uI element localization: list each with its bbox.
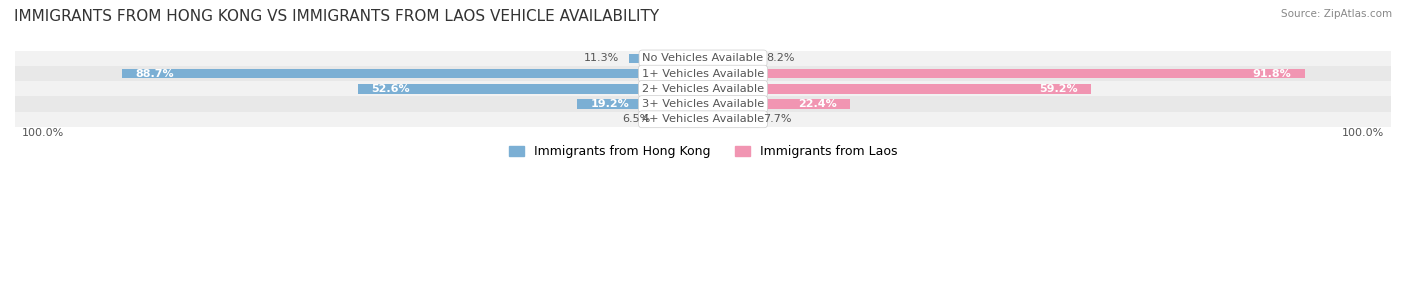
Text: 8.2%: 8.2% <box>766 53 794 63</box>
Text: Source: ZipAtlas.com: Source: ZipAtlas.com <box>1281 9 1392 19</box>
Text: 59.2%: 59.2% <box>1039 84 1078 94</box>
Bar <box>15 66 1391 81</box>
Text: IMMIGRANTS FROM HONG KONG VS IMMIGRANTS FROM LAOS VEHICLE AVAILABILITY: IMMIGRANTS FROM HONG KONG VS IMMIGRANTS … <box>14 9 659 23</box>
Text: 19.2%: 19.2% <box>591 99 628 109</box>
Bar <box>359 84 703 94</box>
Text: 91.8%: 91.8% <box>1253 69 1291 79</box>
Text: 4+ Vehicles Available: 4+ Vehicles Available <box>643 114 763 124</box>
Text: 22.4%: 22.4% <box>799 99 837 109</box>
Bar <box>661 115 703 124</box>
Bar <box>703 54 756 63</box>
Bar <box>703 84 1091 94</box>
Text: 11.3%: 11.3% <box>583 53 619 63</box>
Text: 1+ Vehicles Available: 1+ Vehicles Available <box>643 69 763 79</box>
Text: 2+ Vehicles Available: 2+ Vehicles Available <box>643 84 763 94</box>
Bar <box>15 51 1391 66</box>
Text: 100.0%: 100.0% <box>21 128 63 138</box>
Text: 100.0%: 100.0% <box>1343 128 1385 138</box>
Text: 7.7%: 7.7% <box>763 114 792 124</box>
Text: 52.6%: 52.6% <box>371 84 411 94</box>
Bar <box>578 99 703 109</box>
Legend: Immigrants from Hong Kong, Immigrants from Laos: Immigrants from Hong Kong, Immigrants fr… <box>503 140 903 163</box>
Bar <box>703 115 754 124</box>
Text: 6.5%: 6.5% <box>623 114 651 124</box>
Bar <box>628 54 703 63</box>
Text: 88.7%: 88.7% <box>135 69 173 79</box>
Bar <box>15 81 1391 96</box>
Bar <box>703 99 849 109</box>
Bar <box>703 69 1305 78</box>
Bar <box>122 69 703 78</box>
Text: No Vehicles Available: No Vehicles Available <box>643 53 763 63</box>
Text: 3+ Vehicles Available: 3+ Vehicles Available <box>643 99 763 109</box>
Bar <box>15 96 1391 112</box>
Bar <box>15 112 1391 127</box>
